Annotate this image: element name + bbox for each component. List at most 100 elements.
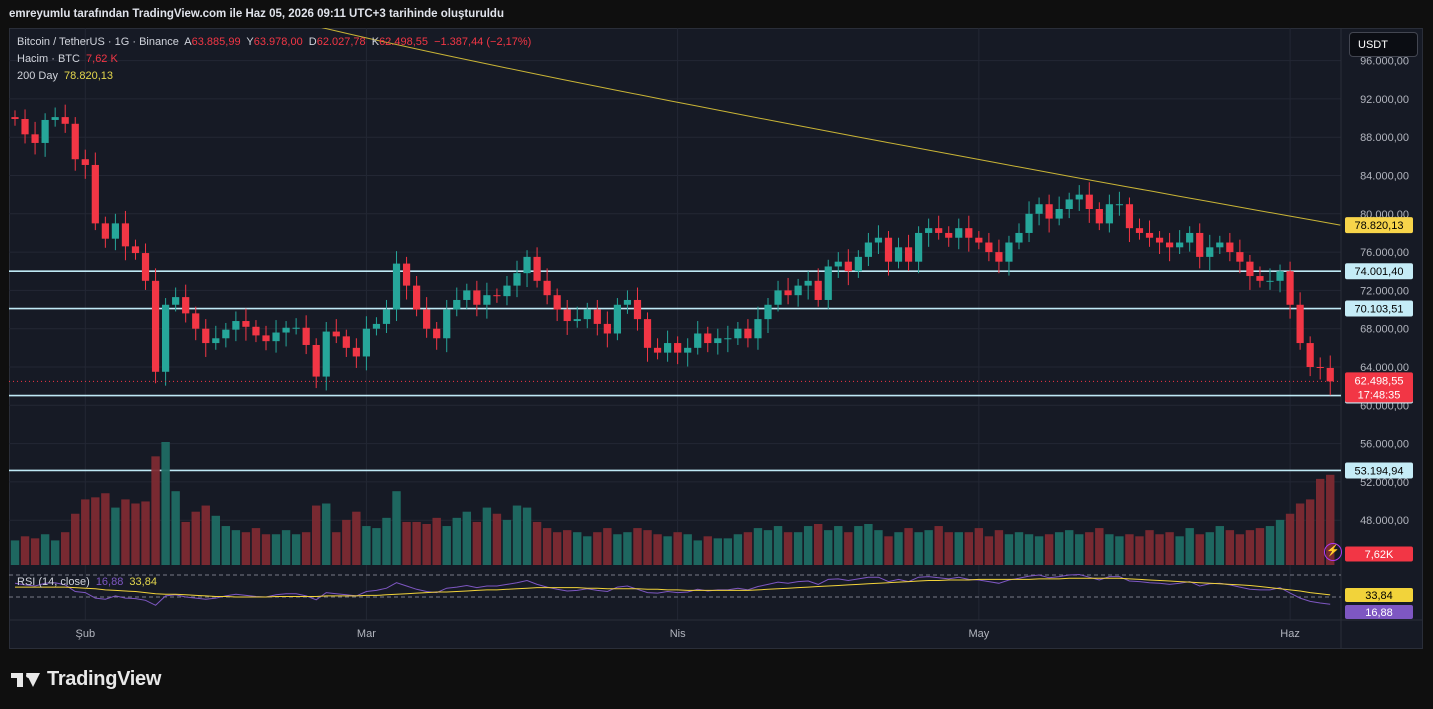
- candle: [483, 295, 491, 305]
- candle: [613, 304, 621, 334]
- candle: [352, 347, 360, 357]
- candle: [322, 331, 330, 377]
- candle: [864, 242, 872, 257]
- candle: [402, 263, 411, 286]
- legend-open-label: A: [184, 36, 192, 48]
- brand-text: TradingView: [47, 668, 162, 690]
- candle: [61, 117, 69, 124]
- y-tick-label: 68.000,00: [1360, 324, 1409, 336]
- candle: [1186, 232, 1194, 243]
- volume-bar: [864, 524, 873, 565]
- volume-tag-bg: [1345, 546, 1413, 562]
- volume-bar: [723, 538, 733, 565]
- legend-high: 63.978,00: [253, 36, 303, 48]
- chart-caption: emreyumlu tarafından TradingView.com ile…: [9, 8, 504, 20]
- last-price-tag-bg: [1345, 372, 1413, 403]
- y-tick-label: 84.000,00: [1360, 171, 1409, 183]
- candle: [151, 280, 160, 372]
- candle: [141, 253, 150, 281]
- legend-ma: 200 Day 78.820,13: [17, 70, 116, 82]
- candle: [392, 263, 401, 310]
- volume-bar: [1295, 503, 1305, 565]
- volume-bar: [1085, 532, 1094, 565]
- candle: [1206, 247, 1214, 257]
- candle: [744, 328, 752, 339]
- volume-bar: [803, 526, 813, 565]
- candle: [975, 237, 983, 243]
- x-tick-label: Şub: [75, 628, 95, 640]
- tradingview-logo: TradingView: [11, 668, 161, 691]
- candle: [1095, 209, 1103, 224]
- volume-bar: [1225, 530, 1235, 565]
- candle: [81, 159, 89, 165]
- volume-bar: [783, 532, 793, 565]
- rsi-pane: [9, 573, 1341, 606]
- candle: [674, 343, 682, 353]
- currency-button[interactable]: USDT: [1349, 32, 1418, 57]
- candle: [995, 252, 1003, 262]
- candle: [955, 228, 963, 238]
- volume-bar: [1004, 534, 1014, 565]
- candle: [1045, 204, 1053, 219]
- candle: [1025, 213, 1033, 233]
- candle: [1286, 271, 1294, 305]
- candle: [824, 266, 832, 300]
- legend-high-label: Y: [246, 36, 254, 48]
- candle: [443, 309, 451, 339]
- volume-bar: [171, 491, 180, 565]
- candle: [774, 290, 782, 305]
- y-tick-label: 92.000,00: [1360, 94, 1409, 106]
- candle: [433, 328, 441, 339]
- level-price-tag-bg: [1345, 462, 1413, 479]
- candle: [1246, 261, 1254, 277]
- candle: [252, 326, 260, 336]
- candle: [262, 335, 270, 342]
- legend-open: 63.885,99: [191, 36, 241, 48]
- candle: [573, 319, 581, 322]
- volume-bar: [542, 528, 552, 565]
- legend-volume-label: Hacim · BTC: [17, 53, 80, 65]
- candle: [1155, 237, 1164, 243]
- flash-icon[interactable]: ⚡: [1324, 543, 1342, 561]
- volume-bar: [984, 536, 994, 565]
- candle: [453, 299, 461, 310]
- volume-bar: [1265, 526, 1275, 565]
- candle: [362, 328, 370, 357]
- candle: [894, 247, 903, 262]
- volume-bar: [603, 528, 612, 565]
- candle: [282, 327, 290, 333]
- candle: [1125, 204, 1134, 229]
- volume-bar: [1125, 534, 1134, 565]
- level-price-tag-bg: [1345, 263, 1413, 280]
- volume-bar: [793, 532, 803, 565]
- candle: [1035, 204, 1043, 214]
- volume-bar: [954, 532, 963, 565]
- candle: [664, 343, 672, 353]
- candle: [874, 237, 883, 243]
- x-tick-label: Mar: [357, 628, 376, 640]
- volume-bar: [422, 524, 431, 565]
- candle: [1316, 367, 1324, 368]
- candle: [724, 338, 732, 340]
- candle: [332, 331, 340, 337]
- volume-bar: [412, 521, 421, 565]
- volume-bar: [834, 526, 843, 565]
- volume-bar: [683, 534, 692, 565]
- candle: [915, 232, 923, 262]
- candle: [884, 237, 893, 262]
- legend-rsi: RSI (14, close) 16,88 33,84: [17, 576, 160, 588]
- volume-bar: [301, 532, 311, 565]
- volume-bar: [482, 507, 492, 565]
- price-axis: 96.000,0092.000,0088.000,0084.000,0080.0…: [1360, 56, 1409, 528]
- rsi-tag-bg: [1345, 605, 1413, 619]
- price-tags: 78.820,1374.001,4070.103,5161.018,3153.1…: [1345, 217, 1413, 619]
- volume-bar: [50, 540, 60, 565]
- volume-bar: [221, 526, 231, 565]
- candle: [754, 319, 762, 339]
- price-chart[interactable]: 96.000,0092.000,0088.000,0084.000,0080.0…: [9, 28, 1423, 649]
- legend-low-label: D: [308, 36, 317, 48]
- candle: [312, 344, 320, 377]
- candle: [1145, 232, 1154, 238]
- volume-bar: [111, 507, 120, 565]
- candle: [222, 329, 230, 339]
